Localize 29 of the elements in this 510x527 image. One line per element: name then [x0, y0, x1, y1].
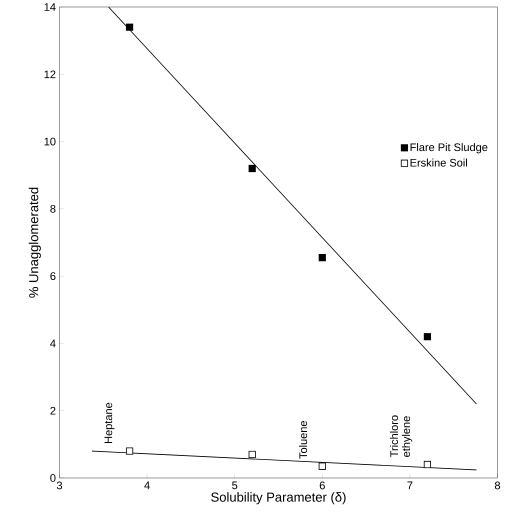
legend-label: Flare Pit Sludge [410, 143, 488, 154]
y-tick-label: 8 [50, 204, 56, 213]
point [424, 460, 432, 468]
x-axis-title: Solubility Parameter (δ) [211, 492, 346, 504]
legend-label: Erskine Soil [410, 158, 467, 167]
y-tick-label: 2 [50, 406, 56, 415]
annotation: Heptane [104, 402, 114, 443]
x-tick-label: 3 [56, 482, 62, 490]
point [424, 333, 432, 340]
x-tick-label: 8 [494, 482, 500, 490]
y-tick-label: 10 [44, 138, 56, 146]
y-tick-label: 6 [50, 272, 56, 280]
y-tick-label: 4 [50, 340, 56, 348]
annotation: Toluene [299, 420, 308, 459]
point [126, 24, 134, 31]
x-tick-label: 5 [232, 482, 238, 490]
x-tick-label: 6 [320, 482, 325, 490]
point [318, 254, 326, 262]
x-tick-label: 4 [144, 482, 150, 490]
y-axis-title: % Unagglomerated [28, 188, 41, 298]
y-tick-label: 14 [44, 3, 56, 11]
point [318, 462, 326, 470]
y-tick-label: 12 [44, 70, 56, 78]
annotation: Trichloro ethylene [390, 415, 412, 458]
y-tick-label: 0 [50, 474, 56, 482]
point [248, 450, 256, 458]
point [248, 164, 256, 172]
point [126, 447, 134, 455]
x-tick-label: 7 [407, 482, 412, 490]
